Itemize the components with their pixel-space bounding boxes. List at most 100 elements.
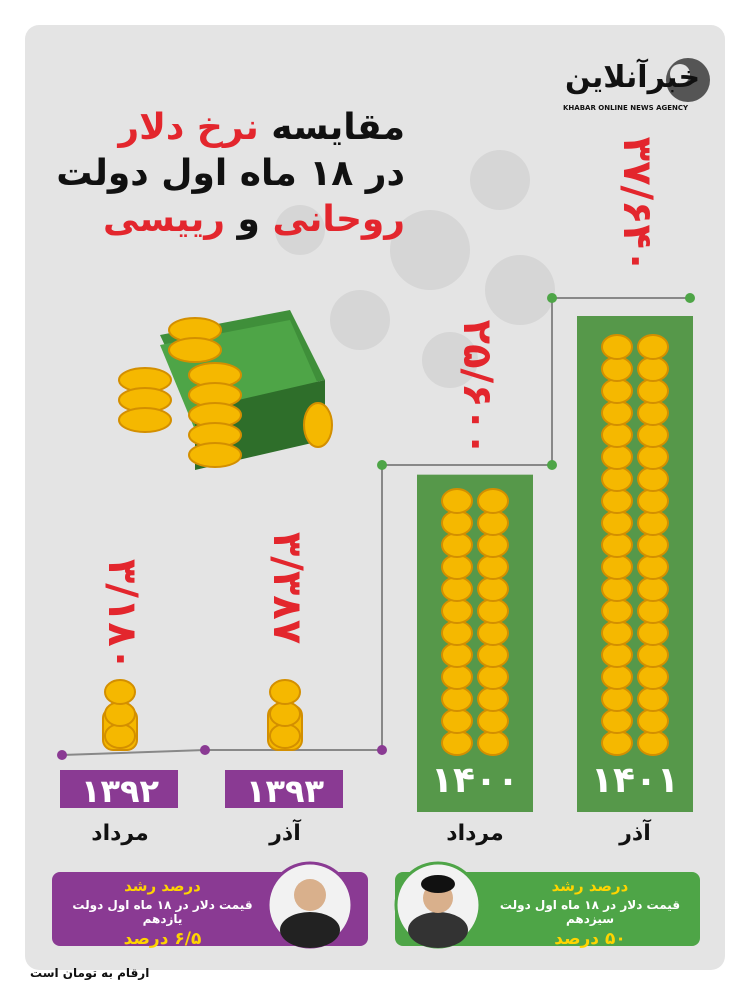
step-dots: [57, 293, 695, 760]
month-label: آذر: [268, 818, 301, 846]
coin: [637, 334, 669, 360]
coin: [601, 334, 633, 360]
year-label: ۱۴۰۰: [431, 760, 519, 801]
bar: [577, 316, 693, 812]
title-part: روحانی: [272, 199, 405, 240]
value-label: ۲۵/۶۰۰: [454, 320, 500, 457]
coin: [601, 532, 633, 558]
coin: [637, 664, 669, 690]
year-label: ۱۳۹۲: [81, 772, 160, 810]
title-part: رییسی: [103, 199, 225, 240]
background-dots: [275, 150, 555, 388]
coin: [637, 378, 669, 404]
coin: [441, 510, 473, 536]
coin: [637, 576, 669, 602]
coin: [477, 532, 509, 558]
coin: [637, 488, 669, 514]
coin: [637, 708, 669, 734]
value-label: ۳/۳۸۷: [264, 532, 310, 644]
coin: [637, 510, 669, 536]
coin: [477, 642, 509, 668]
coin: [601, 598, 633, 624]
chart-title: مقایسه نرخ دلار در ۱۸ ماه اول دولت روحان…: [56, 105, 405, 243]
year-label: ۱۴۰۱: [591, 760, 679, 801]
coin: [477, 620, 509, 646]
coin: [269, 701, 301, 727]
coin: [477, 686, 509, 712]
coin: [601, 510, 633, 536]
coin: [269, 723, 301, 749]
coin: [637, 532, 669, 558]
title-part: نرخ دلار: [118, 107, 259, 148]
coin: [601, 686, 633, 712]
title-line: روحانی و رییسی: [56, 197, 405, 243]
coin: [637, 686, 669, 712]
coin: [601, 422, 633, 448]
logo-subtitle: KHABAR ONLINE NEWS AGENCY: [563, 104, 689, 112]
logo-globe: [666, 58, 710, 102]
coin: [637, 466, 669, 492]
coin: [601, 642, 633, 668]
title-part: مقایسه: [271, 107, 405, 148]
footnote: ارقام به تومان است: [30, 966, 150, 980]
month-label: مرداد: [91, 821, 148, 846]
coin: [601, 730, 633, 756]
money-illustration: [118, 310, 333, 470]
coin: [637, 444, 669, 470]
month-label: مرداد: [446, 821, 503, 846]
bar: [417, 474, 533, 812]
title-part: و: [237, 199, 260, 240]
coin: [104, 701, 136, 727]
coin: [637, 598, 669, 624]
title-line: مقایسه نرخ دلار: [56, 105, 405, 151]
growth-value: ۶/۵ درصد: [123, 929, 202, 949]
coin: [477, 730, 509, 756]
growth-box: درصد رشد قیمت دلار در ۱۸ ماه اول دولت سی…: [395, 872, 700, 949]
coin: [601, 488, 633, 514]
coin: [637, 642, 669, 668]
year-label: ۱۳۹۳: [246, 772, 325, 810]
growth-box: درصد رشد قیمت دلار در ۱۸ ماه اول دولت یا…: [52, 872, 368, 949]
coin: [441, 598, 473, 624]
logo: خبرآنلاین: [565, 60, 701, 95]
coin: [601, 554, 633, 580]
year-box: [60, 770, 178, 808]
bars: ۱۳۹۲ مرداد ۳/۱۸۰ ۱۳۹۳ آذر ۳/۳۸۷ ۱۴۰۰ مرداد ۲۵/۶۰…: [60, 137, 693, 846]
coin: [441, 664, 473, 690]
coin: [104, 679, 136, 705]
coin: [601, 400, 633, 426]
coin: [441, 620, 473, 646]
coin: [441, 686, 473, 712]
coin: [269, 679, 301, 705]
coin: [477, 510, 509, 536]
coin: [601, 444, 633, 470]
coin: [441, 532, 473, 558]
coin: [441, 554, 473, 580]
coin: [477, 554, 509, 580]
coin: [441, 708, 473, 734]
coin: [477, 598, 509, 624]
growth-value: ۵۰ درصد: [554, 929, 626, 949]
title-line: در ۱۸ ماه اول دولت: [56, 153, 405, 194]
coin: [637, 620, 669, 646]
coin: [601, 356, 633, 382]
coin: [441, 642, 473, 668]
coin: [637, 356, 669, 382]
coin: [601, 620, 633, 646]
coin: [601, 378, 633, 404]
growth-heading: درصد رشد: [124, 877, 201, 895]
value-label: ۳۷/۶۴۰: [614, 137, 660, 274]
coin: [601, 576, 633, 602]
growth-text: قیمت دلار در ۱۸ ماه اول دولت سیزدهم: [499, 898, 681, 926]
coin: [477, 708, 509, 734]
coin: [601, 708, 633, 734]
year-box: [225, 770, 343, 808]
coin: [601, 466, 633, 492]
growth-text: قیمت دلار در ۱۸ ماه اول دولت یازدهم: [72, 898, 253, 926]
coin: [104, 723, 136, 749]
value-label: ۳/۱۸۰: [99, 559, 145, 671]
coin: [477, 576, 509, 602]
coin: [637, 400, 669, 426]
